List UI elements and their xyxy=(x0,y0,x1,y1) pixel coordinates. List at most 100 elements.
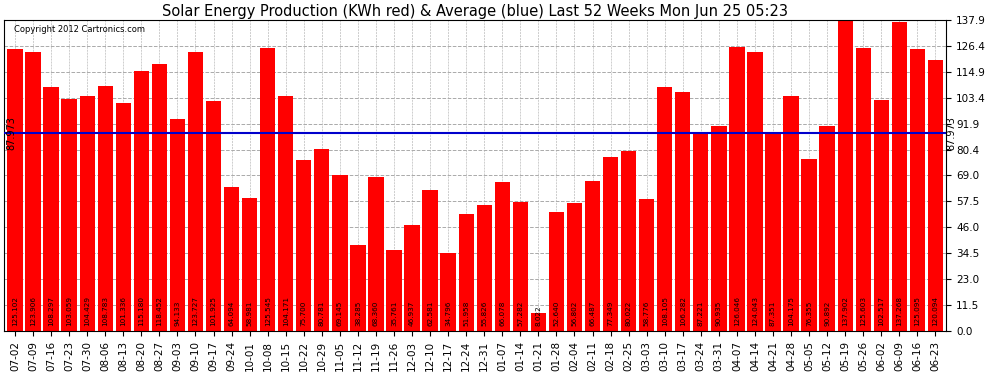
Bar xyxy=(513,202,528,331)
Bar xyxy=(603,157,618,331)
Bar xyxy=(333,175,347,331)
Text: 108.105: 108.105 xyxy=(661,296,667,326)
Text: 102.517: 102.517 xyxy=(878,296,884,326)
Bar xyxy=(278,96,293,331)
Text: 104.175: 104.175 xyxy=(788,296,794,326)
Text: 80.781: 80.781 xyxy=(319,301,325,326)
Bar xyxy=(855,48,871,331)
Text: Copyright 2012 Cartronics.com: Copyright 2012 Cartronics.com xyxy=(14,25,145,34)
Text: 52.640: 52.640 xyxy=(553,301,559,326)
Bar xyxy=(621,151,637,331)
Text: 123.727: 123.727 xyxy=(192,296,198,326)
Bar xyxy=(188,52,203,331)
Text: 90.892: 90.892 xyxy=(824,301,831,326)
Bar xyxy=(458,214,474,331)
Text: 103.059: 103.059 xyxy=(66,296,72,326)
Bar xyxy=(61,99,77,331)
Text: 115.180: 115.180 xyxy=(139,296,145,326)
Bar xyxy=(802,159,817,331)
Text: 87.221: 87.221 xyxy=(698,301,704,326)
Text: 69.145: 69.145 xyxy=(337,301,343,326)
Text: 118.452: 118.452 xyxy=(156,296,162,326)
Text: 87.973: 87.973 xyxy=(6,116,16,150)
Bar xyxy=(206,101,221,331)
Bar xyxy=(730,47,744,331)
Bar xyxy=(639,198,654,331)
Bar xyxy=(350,244,365,331)
Text: 125.095: 125.095 xyxy=(915,296,921,326)
Bar xyxy=(548,212,564,331)
Bar xyxy=(386,251,402,331)
Bar xyxy=(495,182,510,331)
Text: 101.925: 101.925 xyxy=(211,296,217,326)
Bar xyxy=(169,119,185,331)
Bar xyxy=(368,177,383,331)
Text: 34.796: 34.796 xyxy=(446,301,451,326)
Text: 46.937: 46.937 xyxy=(409,301,415,326)
Text: 124.043: 124.043 xyxy=(752,296,758,326)
Text: 108.297: 108.297 xyxy=(49,296,54,326)
Text: 125.102: 125.102 xyxy=(12,296,18,326)
Text: 8.022: 8.022 xyxy=(536,306,542,326)
Bar xyxy=(441,252,455,331)
Bar xyxy=(134,72,149,331)
Text: 64.094: 64.094 xyxy=(229,301,235,326)
Bar xyxy=(296,160,312,331)
Bar xyxy=(820,126,835,331)
Text: 125.545: 125.545 xyxy=(264,296,270,326)
Bar xyxy=(675,92,690,331)
Text: 38.285: 38.285 xyxy=(354,301,361,326)
Bar xyxy=(765,134,781,331)
Text: 55.826: 55.826 xyxy=(481,301,487,326)
Bar xyxy=(711,126,727,331)
Text: 58.981: 58.981 xyxy=(247,301,252,326)
Text: 58.776: 58.776 xyxy=(644,301,649,326)
Text: 87.973: 87.973 xyxy=(946,116,956,150)
Text: 104.171: 104.171 xyxy=(283,296,289,326)
Text: 123.906: 123.906 xyxy=(30,296,36,326)
Text: 56.802: 56.802 xyxy=(571,301,577,326)
Text: 126.046: 126.046 xyxy=(734,296,740,326)
Text: 35.761: 35.761 xyxy=(391,301,397,326)
Text: 57.282: 57.282 xyxy=(518,301,524,326)
Text: 106.282: 106.282 xyxy=(680,296,686,326)
Text: 66.487: 66.487 xyxy=(589,301,596,326)
Text: 75.700: 75.700 xyxy=(301,301,307,326)
Bar xyxy=(116,103,131,331)
Bar xyxy=(747,51,762,331)
Bar xyxy=(531,313,546,331)
Bar xyxy=(404,225,420,331)
Bar xyxy=(838,20,852,331)
Bar xyxy=(26,52,41,331)
Text: 125.603: 125.603 xyxy=(860,296,866,326)
Bar xyxy=(44,87,58,331)
Text: 137.902: 137.902 xyxy=(842,296,848,326)
Text: 87.351: 87.351 xyxy=(770,301,776,326)
Bar xyxy=(476,205,492,331)
Text: 80.022: 80.022 xyxy=(626,301,632,326)
Text: 94.133: 94.133 xyxy=(174,301,180,326)
Bar xyxy=(98,86,113,331)
Text: 62.581: 62.581 xyxy=(427,301,433,326)
Text: 66.078: 66.078 xyxy=(499,301,505,326)
Text: 108.783: 108.783 xyxy=(102,296,108,326)
Bar xyxy=(567,203,582,331)
Text: 51.958: 51.958 xyxy=(463,301,469,326)
Text: 104.429: 104.429 xyxy=(84,296,90,326)
Bar xyxy=(910,49,925,331)
Bar xyxy=(892,22,907,331)
Bar xyxy=(928,60,943,331)
Bar xyxy=(7,49,23,331)
Bar xyxy=(79,96,95,331)
Text: 120.094: 120.094 xyxy=(933,296,939,326)
Text: 68.360: 68.360 xyxy=(373,301,379,326)
Bar xyxy=(151,64,167,331)
Bar xyxy=(693,135,709,331)
Bar xyxy=(585,181,600,331)
Text: 101.336: 101.336 xyxy=(120,296,127,326)
Text: 137.268: 137.268 xyxy=(896,296,902,326)
Bar xyxy=(657,87,672,331)
Bar xyxy=(873,100,889,331)
Text: 76.355: 76.355 xyxy=(806,301,812,326)
Bar xyxy=(224,186,240,331)
